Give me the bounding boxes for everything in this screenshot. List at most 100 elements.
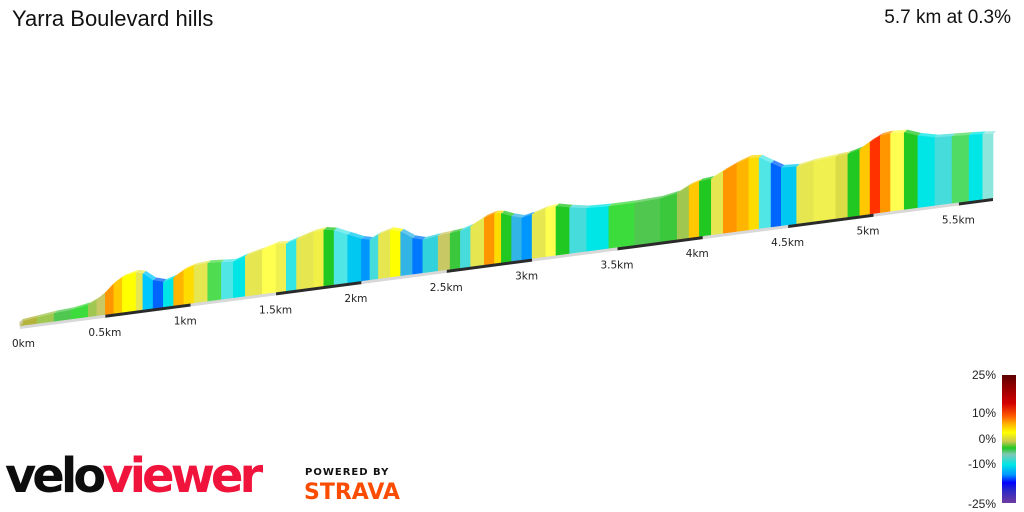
profile-segment: [207, 262, 222, 302]
profile-top-surface: [37, 310, 58, 318]
profile-top-surface: [982, 131, 996, 135]
profile-segment: [378, 229, 391, 280]
profile-segment: [758, 157, 772, 230]
distance-tick-label: 3km: [515, 271, 538, 283]
profile-segment: [736, 157, 750, 233]
profile-top-surface: [20, 314, 41, 322]
profile-top-surface: [233, 253, 249, 262]
profile-top-surface: [470, 214, 488, 227]
profile-top-surface: [847, 146, 863, 155]
profile-segment: [781, 166, 797, 227]
profile-top-surface: [323, 227, 338, 231]
profile-segment: [531, 208, 547, 259]
profile-segment: [699, 178, 712, 237]
profile-segment: [917, 135, 936, 209]
profile-top-surface: [207, 259, 225, 264]
profile-segment: [521, 214, 533, 261]
legend-tick-10: 10%: [971, 406, 996, 420]
profile-top-surface: [608, 200, 638, 207]
powered-by-text: POWERED BY: [305, 467, 390, 478]
profile-segment: [347, 234, 362, 284]
profile-top-surface: [173, 267, 187, 278]
profile-top-surface: [221, 258, 237, 263]
profile-segment: [412, 237, 424, 275]
profile-segment: [968, 134, 984, 202]
profile-segment: [245, 249, 263, 297]
profile-top-surface: [556, 203, 573, 208]
profile-segment: [152, 280, 164, 309]
profile-top-surface: [390, 227, 404, 232]
distance-tick-label: 5.5km: [942, 214, 975, 226]
profile-segment: [369, 234, 379, 281]
profile-top-surface: [723, 160, 740, 172]
profile-top-surface: [334, 227, 351, 235]
profile-segment: [982, 133, 994, 200]
profile-top-surface: [859, 139, 874, 150]
profile-top-surface: [634, 195, 664, 204]
profile-top-surface: [122, 269, 140, 278]
profile-top-surface: [494, 210, 505, 214]
profile-top-surface: [296, 229, 317, 240]
profile-segment: [748, 157, 760, 231]
profile-segment: [835, 153, 849, 220]
profile-segment: [676, 185, 690, 240]
profile-top-surface: [369, 231, 382, 240]
veloviewer-logo[interactable]: veloviewer: [5, 452, 263, 500]
legend-tick-25: 25%: [971, 368, 996, 382]
profile-segment: [934, 136, 953, 206]
profile-top-surface: [194, 260, 211, 267]
base-strip-segment: [276, 281, 362, 296]
profile-segment: [437, 233, 451, 272]
route-title: Yarra Boulevard hills: [12, 6, 214, 31]
profile-top-surface: [904, 129, 921, 136]
profile-top-surface: [736, 155, 752, 164]
profile-top-surface: [438, 230, 454, 236]
profile-top-surface: [71, 302, 92, 311]
profile-top-surface: [969, 131, 986, 136]
profile-top-surface: [153, 277, 167, 283]
distance-tick-label: 0.5km: [88, 327, 121, 339]
profile-segment: [511, 215, 523, 262]
profile-top-surface: [183, 263, 198, 271]
logo-viewer: viewer: [102, 448, 263, 504]
profile-top-surface: [511, 213, 525, 218]
base-strip-segment: [617, 236, 703, 251]
profile-top-surface: [361, 236, 373, 240]
profile-segment: [449, 230, 461, 270]
base-strip-segment: [958, 198, 993, 206]
profile-segment: [484, 213, 495, 266]
profile-top-surface: [796, 158, 817, 167]
profile-segment: [390, 229, 401, 278]
profile-top-surface: [521, 211, 536, 218]
legend-tick-0: 0%: [978, 432, 996, 446]
profile-segment: [275, 243, 287, 293]
legend-tick-minus10: -10%: [967, 457, 996, 471]
profile-top-surface: [835, 151, 851, 157]
base-strip-segment: [105, 303, 191, 318]
profile-segment: [880, 133, 891, 214]
profile-segment: [313, 229, 325, 288]
profile-segment: [890, 132, 905, 212]
profile-segment: [494, 213, 502, 264]
distance-tick-label: 2.5km: [430, 282, 463, 294]
profile-top-surface: [276, 240, 290, 245]
profile-top-surface: [952, 132, 973, 137]
distance-tick-label: 4km: [686, 248, 709, 260]
distance-tick-label: 1km: [174, 316, 197, 328]
profile-top-surface: [781, 163, 800, 168]
profile-top-surface: [813, 153, 839, 162]
profile-segment: [296, 231, 314, 290]
profile-segment: [285, 239, 297, 292]
profile-top-surface: [711, 168, 727, 180]
strava-logo[interactable]: STRAVA: [304, 480, 400, 505]
distance-tick-label: 0km: [12, 338, 35, 350]
profile-top-surface: [347, 231, 365, 240]
profile-segment: [113, 276, 123, 314]
profile-top-surface: [163, 274, 177, 283]
base-strip-segment: [702, 224, 789, 240]
profile-top-surface: [450, 228, 464, 234]
profile-top-surface: [934, 133, 956, 138]
base-strip-segment: [20, 314, 106, 329]
profile-segment: [813, 156, 837, 222]
profile-segment: [333, 230, 349, 286]
